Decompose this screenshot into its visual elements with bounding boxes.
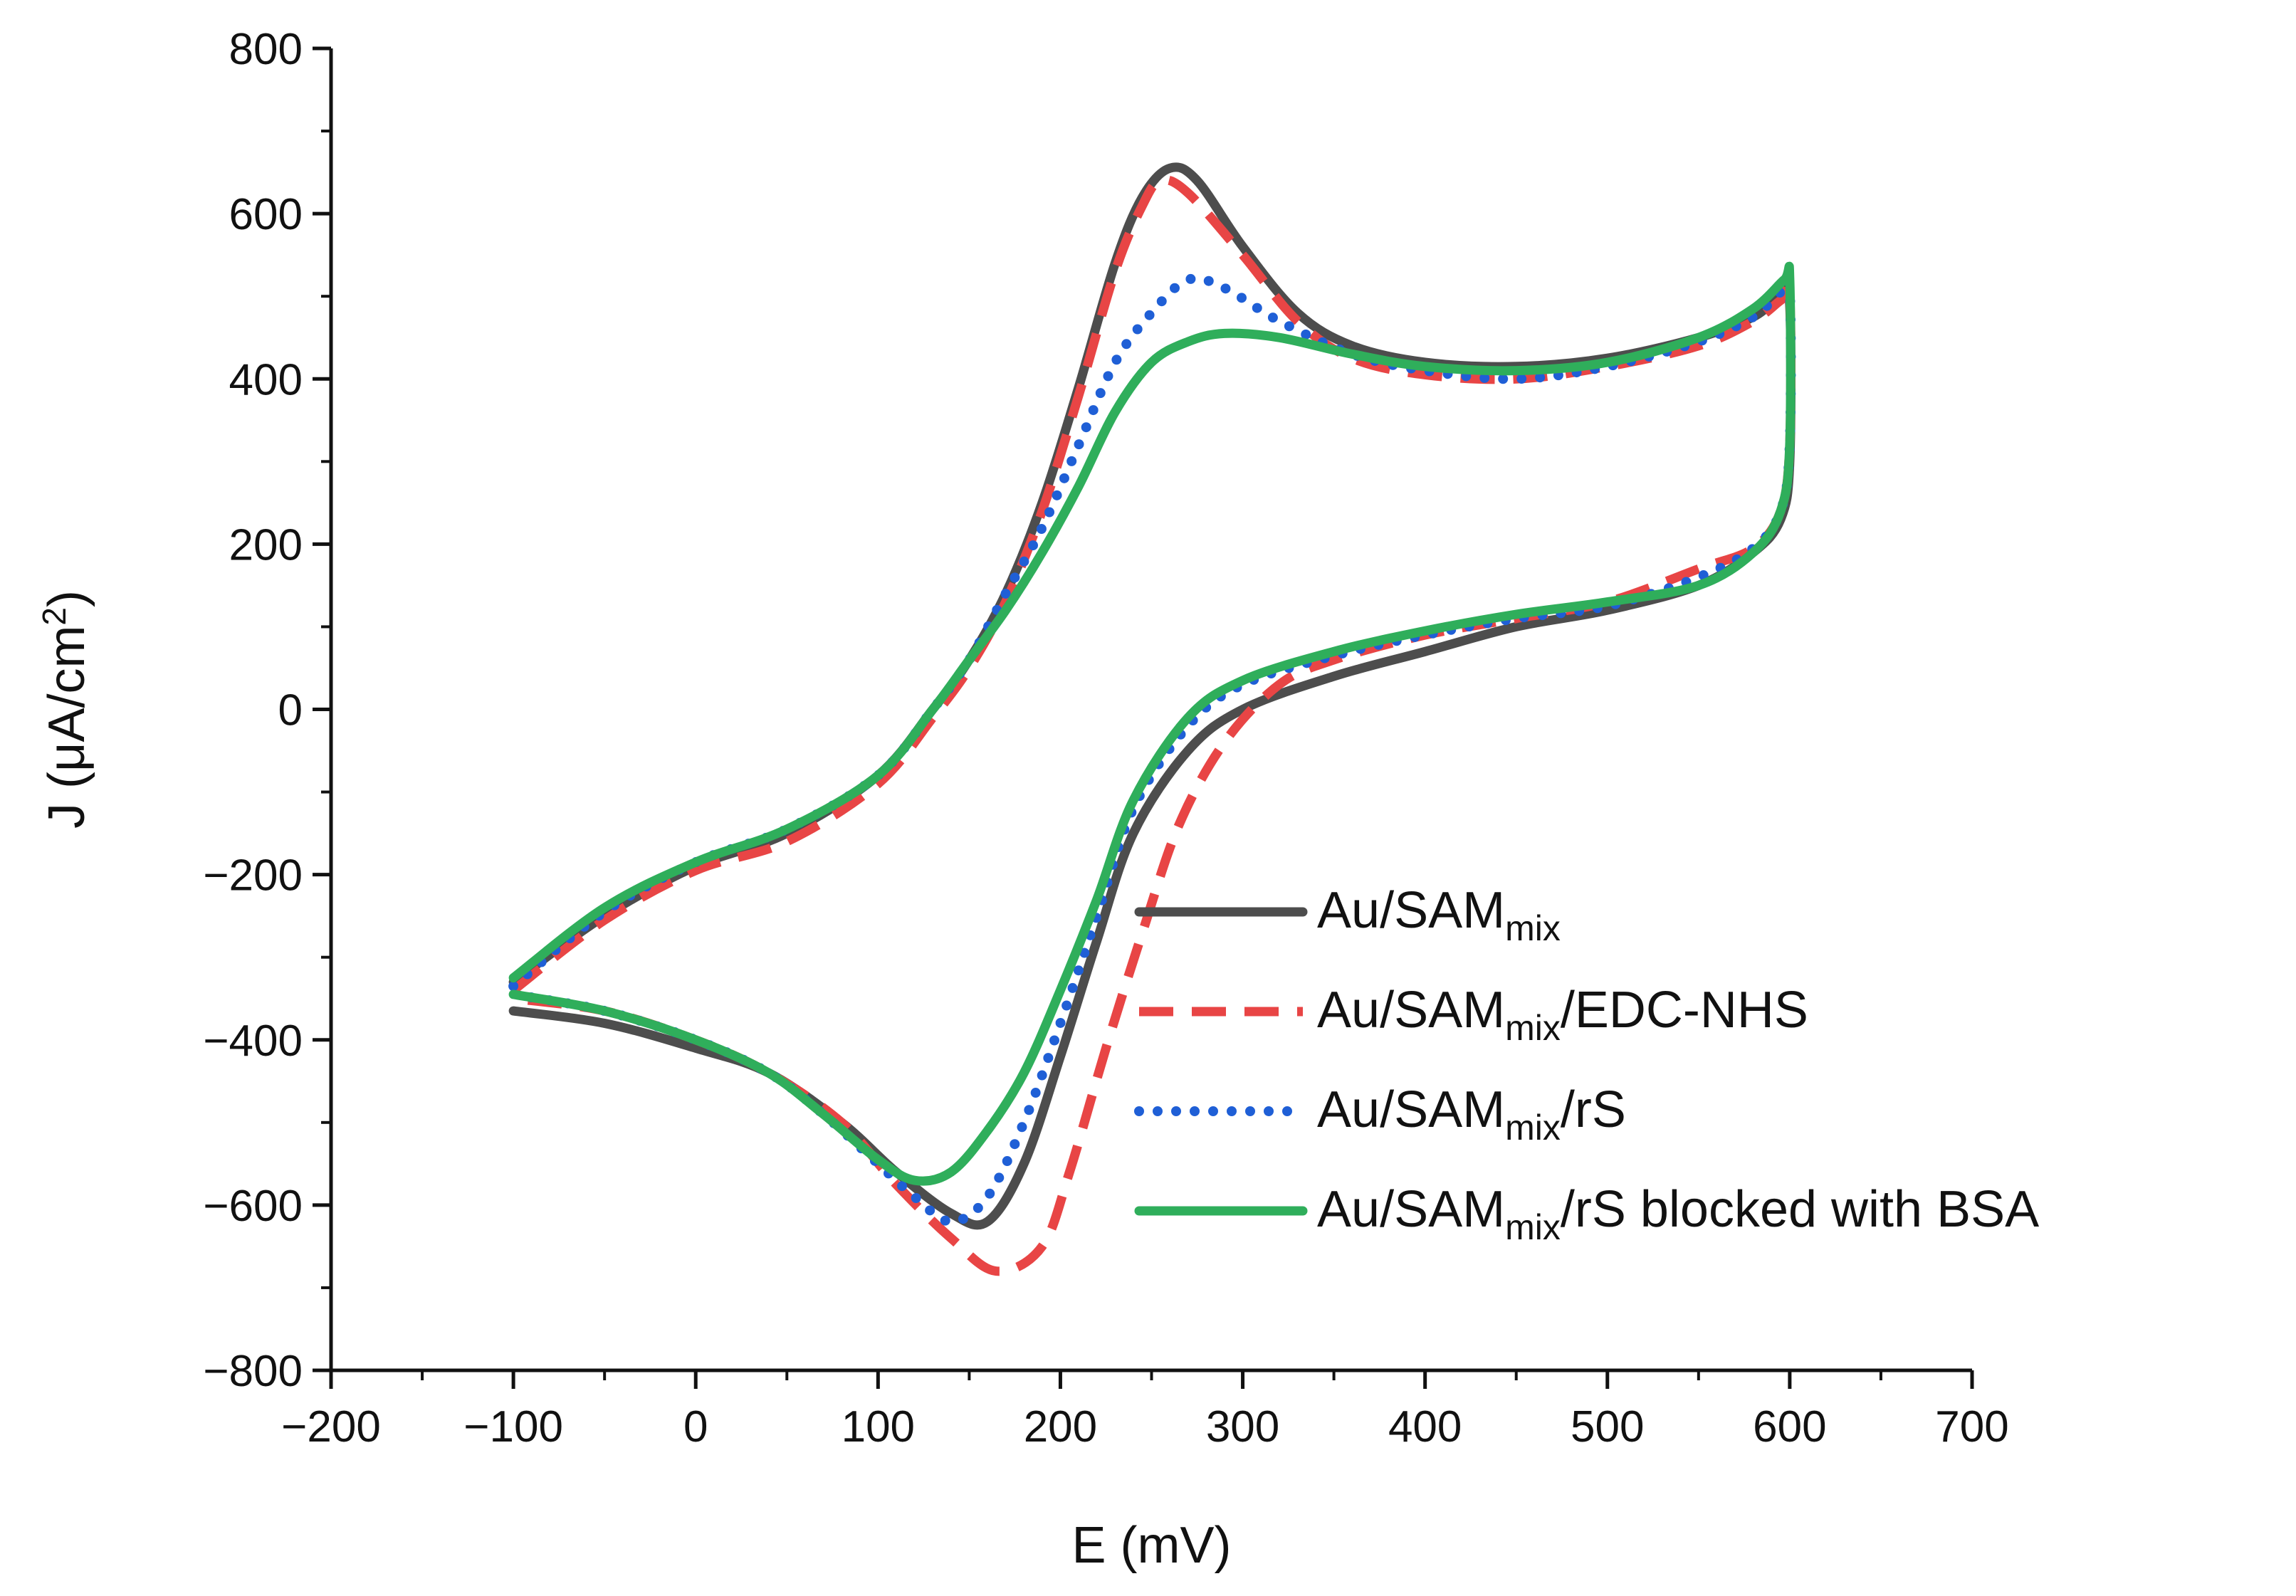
y-axis-title-sup: 2 (36, 607, 73, 626)
y-tick-label: 0 (278, 686, 303, 735)
x-tick-label: 100 (842, 1402, 915, 1451)
series-line-3 (508, 273, 1796, 1227)
y-tick-label: −800 (203, 1347, 303, 1396)
x-tick-label: −200 (281, 1402, 381, 1451)
y-tick-label: 400 (229, 355, 303, 404)
axes: −200 −100 0 100 200 300 400 500 600 700 −800 −600 −4… (203, 25, 2008, 1451)
y-axis-title-tail: ) (38, 590, 95, 607)
legend-label-1: Au/SAMmix (1317, 882, 1561, 948)
legend-label-3: Au/SAMmix/rS (1317, 1081, 1626, 1148)
series-line-4 (508, 261, 1796, 1186)
y-tick-label: 600 (229, 190, 303, 239)
series-layer (508, 162, 1796, 1276)
x-tick-label: 0 (683, 1402, 708, 1451)
x-tick-label: 300 (1206, 1402, 1279, 1451)
x-tick-label: 500 (1571, 1402, 1644, 1451)
x-tick-label: −100 (463, 1402, 563, 1451)
y-tick-label: −600 (203, 1182, 303, 1231)
legend: Au/SAMmix Au/SAMmix/EDC-NHS Au/SAMmix/rS Au… (1134, 882, 2039, 1247)
legend-label-4: Au/SAMmix/rS blocked with BSA (1317, 1181, 2039, 1247)
x-tick-label: 400 (1388, 1402, 1462, 1451)
series-line-1 (508, 162, 1796, 1230)
x-tick-label: 700 (1935, 1402, 2008, 1451)
y-tick-label: 800 (229, 25, 303, 74)
legend-label-2: Au/SAMmix/EDC-NHS (1317, 982, 1808, 1048)
x-tick-label: 200 (1024, 1402, 1097, 1451)
y-axis-title: J (μA/cm2) (36, 590, 95, 829)
x-axis-title: E (mV) (1072, 1517, 1232, 1574)
y-tick-label: −400 (203, 1017, 303, 1066)
y-axis-title-main: J (μA/cm (38, 626, 95, 829)
y-tick-label: −200 (203, 851, 303, 901)
x-tick-label: 600 (1753, 1402, 1826, 1451)
y-tick-label: 200 (229, 520, 303, 569)
